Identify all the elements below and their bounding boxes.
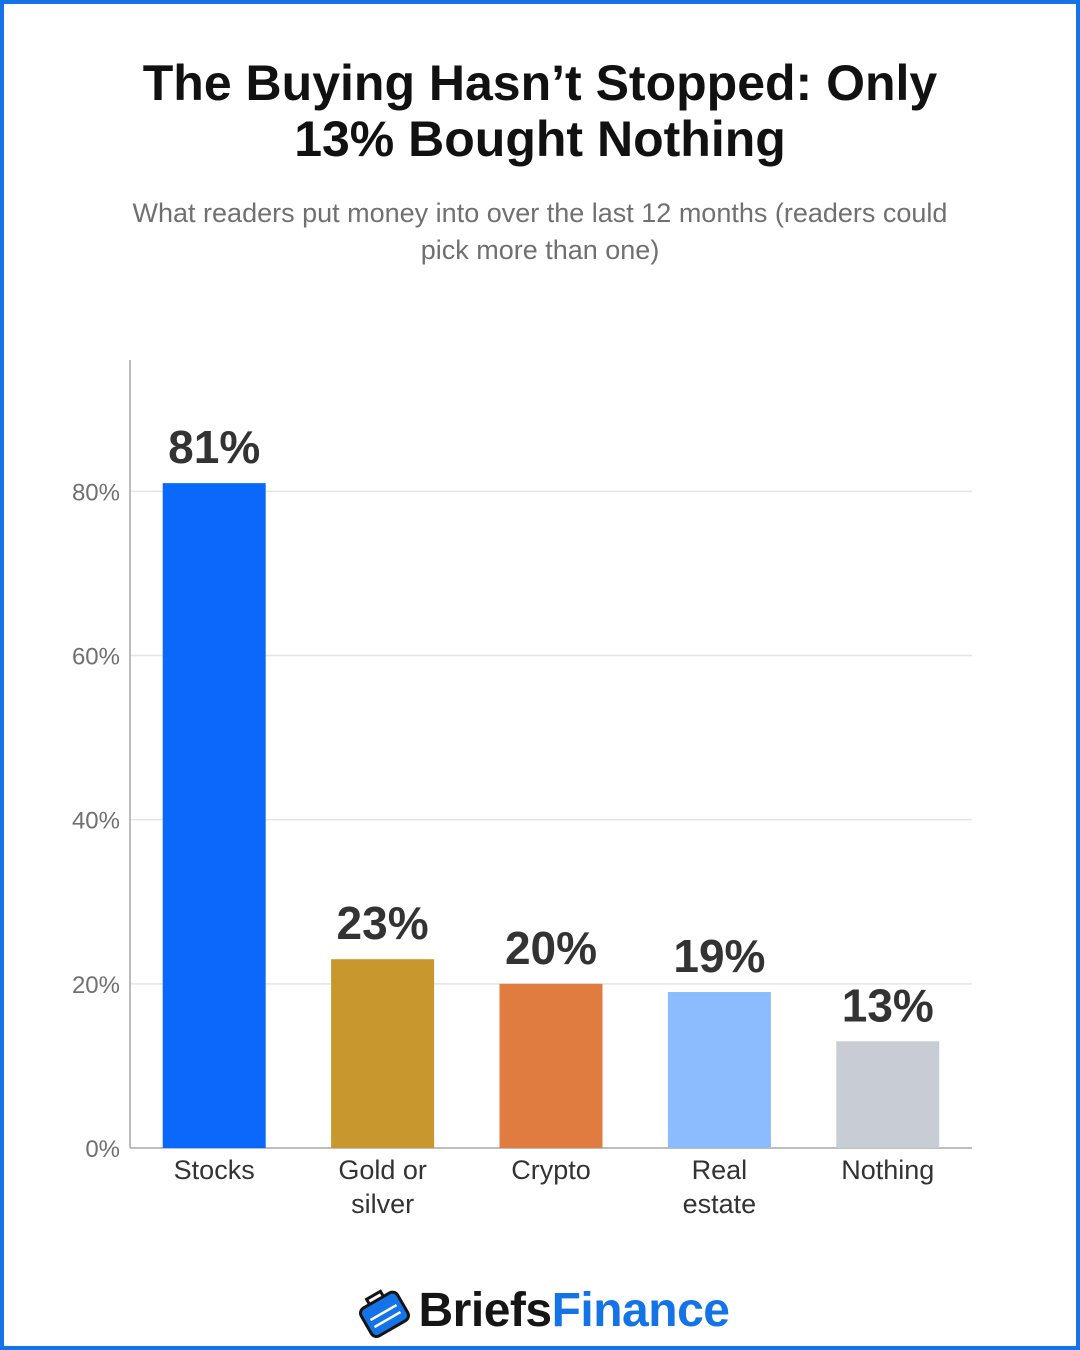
x-tick-label-line: Gold or xyxy=(338,1155,427,1185)
x-tick-label: Stocks xyxy=(174,1155,255,1185)
brand-name: BriefsFinance xyxy=(419,1283,730,1338)
data-label: 23% xyxy=(337,897,429,949)
x-tick-label-line: Nothing xyxy=(841,1155,934,1185)
x-tick-label-line: Stocks xyxy=(174,1155,255,1185)
y-tick-label: 20% xyxy=(72,972,120,999)
x-tick-label-line: silver xyxy=(351,1189,414,1219)
bar xyxy=(836,1041,940,1148)
briefcase-logo-icon xyxy=(358,1289,410,1338)
brand-footer: BriefsFinance xyxy=(0,1270,1080,1350)
bar xyxy=(162,483,266,1148)
y-tick-label: 40% xyxy=(72,808,120,835)
x-tick-label: Gold or silver xyxy=(338,1155,427,1219)
x-tick-label: Real estate xyxy=(683,1155,757,1219)
y-tick-label: 0% xyxy=(85,1136,120,1163)
chart-subtitle: What readers put money into over the las… xyxy=(132,198,948,265)
x-tick-label-line: estate xyxy=(683,1189,757,1219)
brand-name-part1: Briefs xyxy=(418,1283,553,1337)
chart-title: The Buying Hasn’t Stopped: Only 13% Boug… xyxy=(142,55,938,167)
y-tick-label: 80% xyxy=(72,479,120,506)
x-tick-label: Nothing xyxy=(841,1155,934,1185)
brand-name-part2: Finance xyxy=(551,1283,730,1337)
bar xyxy=(499,983,603,1148)
x-tick-label: Crypto xyxy=(511,1155,591,1185)
data-label: 20% xyxy=(505,922,597,974)
data-label: 19% xyxy=(673,930,765,982)
bar-chart: 0% 20% 40% 60% 80% 81% Stocks 23% Gold or silver 2… xyxy=(72,360,972,1219)
x-tick-label-line: Real xyxy=(692,1155,748,1185)
y-tick-label: 60% xyxy=(72,644,120,671)
bar xyxy=(667,992,771,1148)
data-label: 13% xyxy=(842,979,934,1031)
bar xyxy=(331,959,435,1148)
data-label: 81% xyxy=(168,421,260,473)
brand-logo: BriefsFinance xyxy=(351,1279,730,1341)
x-tick-label-line: Crypto xyxy=(511,1155,591,1185)
